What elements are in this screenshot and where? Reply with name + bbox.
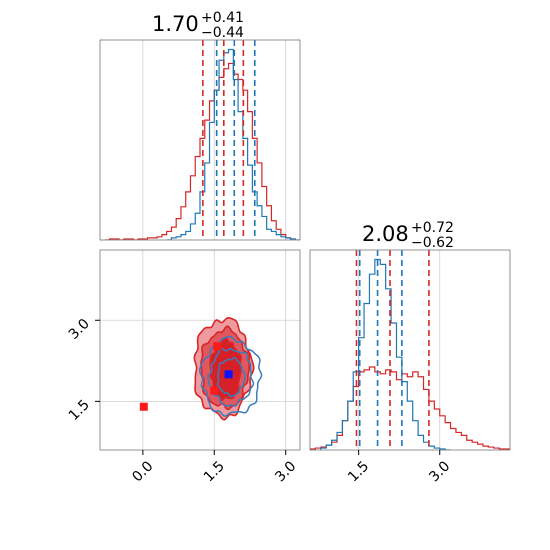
grid-right [358,250,441,450]
hist-param1-series-0 [104,62,296,240]
panel-frame-top [99,39,301,241]
tick-label-joint-y-1: 3.0 [66,316,93,343]
panel-frame-right [309,249,511,451]
contour-blue-1 [207,348,255,407]
panel-joint: 0.0 1.5 3.0 1.5 3.0 [66,249,301,486]
histogram-param2 [310,258,510,450]
marker-blue-0 [224,370,233,379]
quantile-lines-param1 [202,40,256,240]
title-param1-plus: +0.41 [201,10,244,26]
panel-marginal-param1: 1.70 +0.41 −0.44 [99,10,301,241]
histogram-param1 [104,48,300,240]
title-param2-minus: −0.62 [411,235,454,251]
hist-param2-series-0 [310,366,510,450]
ticks-joint: 0.0 1.5 3.0 1.5 3.0 [66,316,300,486]
tick-label-joint-x-1: 1.5 [201,458,228,485]
title-param1-median: 1.70 [152,12,199,36]
contours-joint [139,316,263,421]
grid-top [142,40,287,240]
marker-red-1 [213,342,222,351]
tick-label-joint-x-2: 3.0 [272,458,299,485]
quantile-lines-param2 [355,250,430,450]
hist-param2-series-1 [320,258,451,450]
hist-param1-series-1 [166,48,300,240]
title-param2-median: 2.08 [362,222,409,246]
contour-blue-2 [216,356,246,398]
panel-marginal-param2: 1.5 3.0 2.08 +0.72 −0.62 [309,220,511,485]
marker-red-2 [210,386,219,395]
title-param2-plus: +0.72 [411,220,454,236]
contour-blue-0 [198,335,263,417]
tick-label-right-x-1: 3.0 [426,458,453,485]
marker-red-0 [139,402,148,411]
tick-label-joint-y-0: 1.5 [66,397,93,424]
panel-frame-joint [99,249,301,451]
ticks-right: 1.5 3.0 [345,450,453,485]
title-param1-minus: −0.44 [201,25,244,41]
tick-label-joint-x-0: 0.0 [129,458,156,485]
tick-label-right-x-0: 1.5 [345,458,372,485]
